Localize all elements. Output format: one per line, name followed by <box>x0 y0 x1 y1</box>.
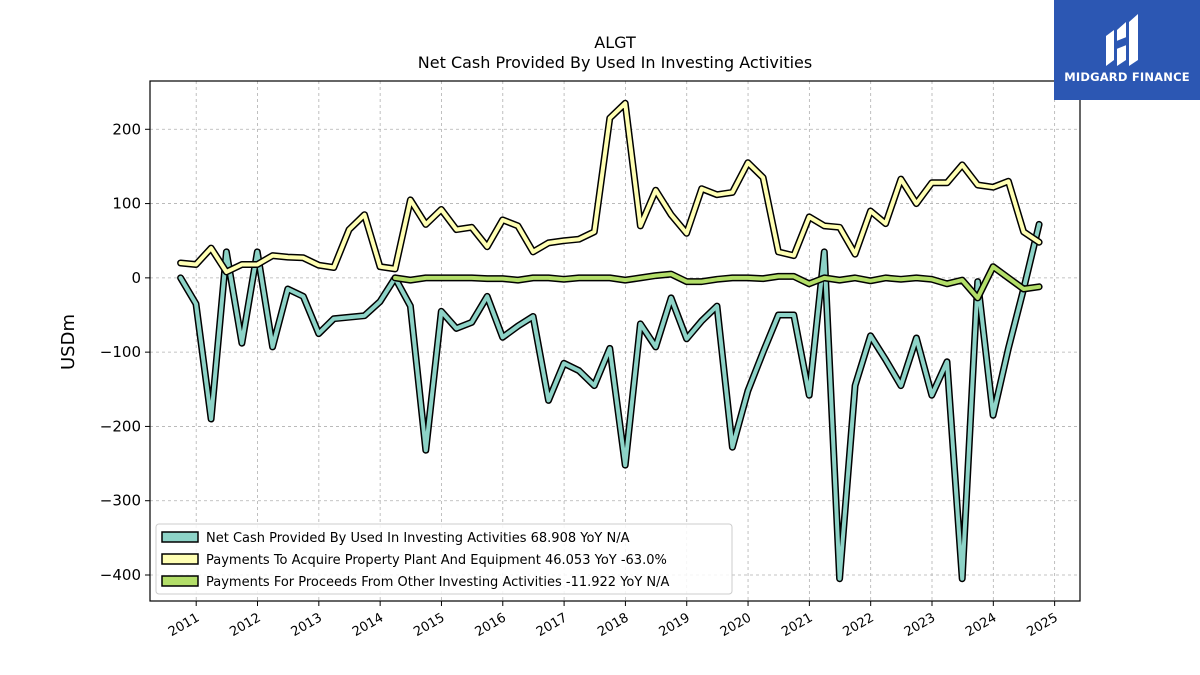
x-tick-label: 2011 <box>166 610 202 640</box>
legend-label: Net Cash Provided By Used In Investing A… <box>206 531 630 546</box>
legend-swatch <box>161 575 199 587</box>
x-tick-label: 2012 <box>227 610 263 640</box>
y-axis: 200 100 0 −100 −200 −300 −400 <box>100 120 150 584</box>
logo-mark-icon <box>1106 14 1138 66</box>
series-line <box>178 101 1042 274</box>
x-tick-label: 2017 <box>534 610 570 640</box>
y-tick-label: −300 <box>100 492 141 510</box>
x-tick-label: 2024 <box>963 610 999 640</box>
y-tick-label: 200 <box>112 120 141 138</box>
y-tick-label: 100 <box>112 195 141 213</box>
series-layer <box>177 99 1043 583</box>
x-tick-label: 2025 <box>1024 610 1060 640</box>
series-line <box>178 222 1042 581</box>
x-tick-label: 2015 <box>411 610 447 640</box>
series-line <box>393 264 1042 300</box>
y-tick-label: −400 <box>100 566 141 584</box>
y-tick-label: −200 <box>100 417 141 435</box>
x-tick-label: 2016 <box>473 610 509 640</box>
logo-text: MIDGARD FINANCE <box>1064 70 1190 84</box>
x-tick-label: 2020 <box>718 610 754 640</box>
x-tick-label: 2021 <box>779 610 815 640</box>
series-1 <box>177 220 1043 583</box>
x-tick-label: 2018 <box>595 610 631 640</box>
x-axis: 2011 2012 2013 2014 2015 2016 2017 2018 2019 2020… <box>166 601 1061 640</box>
series-3 <box>391 263 1043 302</box>
legend-box <box>155 523 733 595</box>
chart-subtitle: Net Cash Provided By Used In Investing A… <box>418 53 812 72</box>
legend: Net Cash Provided By Used In Investing A… <box>155 523 733 595</box>
legend-swatch <box>161 553 199 565</box>
series-2 <box>177 99 1043 276</box>
x-tick-label: 2014 <box>350 610 386 640</box>
legend-label: Payments To Acquire Property Plant And E… <box>206 553 667 568</box>
brand-logo: MIDGARD FINANCE <box>1054 0 1200 100</box>
y-tick-label: 0 <box>131 269 141 287</box>
y-axis-label: USDm <box>58 314 79 370</box>
x-tick-label: 2019 <box>657 610 693 640</box>
y-tick-label: −100 <box>100 343 141 361</box>
legend-label: Payments For Proceeds From Other Investi… <box>206 575 670 590</box>
x-tick-label: 2023 <box>902 610 938 640</box>
x-tick-label: 2022 <box>841 610 877 640</box>
x-tick-label: 2013 <box>289 610 325 640</box>
chart-title: ALGT <box>594 33 636 52</box>
legend-swatch <box>161 531 199 543</box>
grid <box>150 81 1080 601</box>
plot-frame <box>149 80 1081 602</box>
